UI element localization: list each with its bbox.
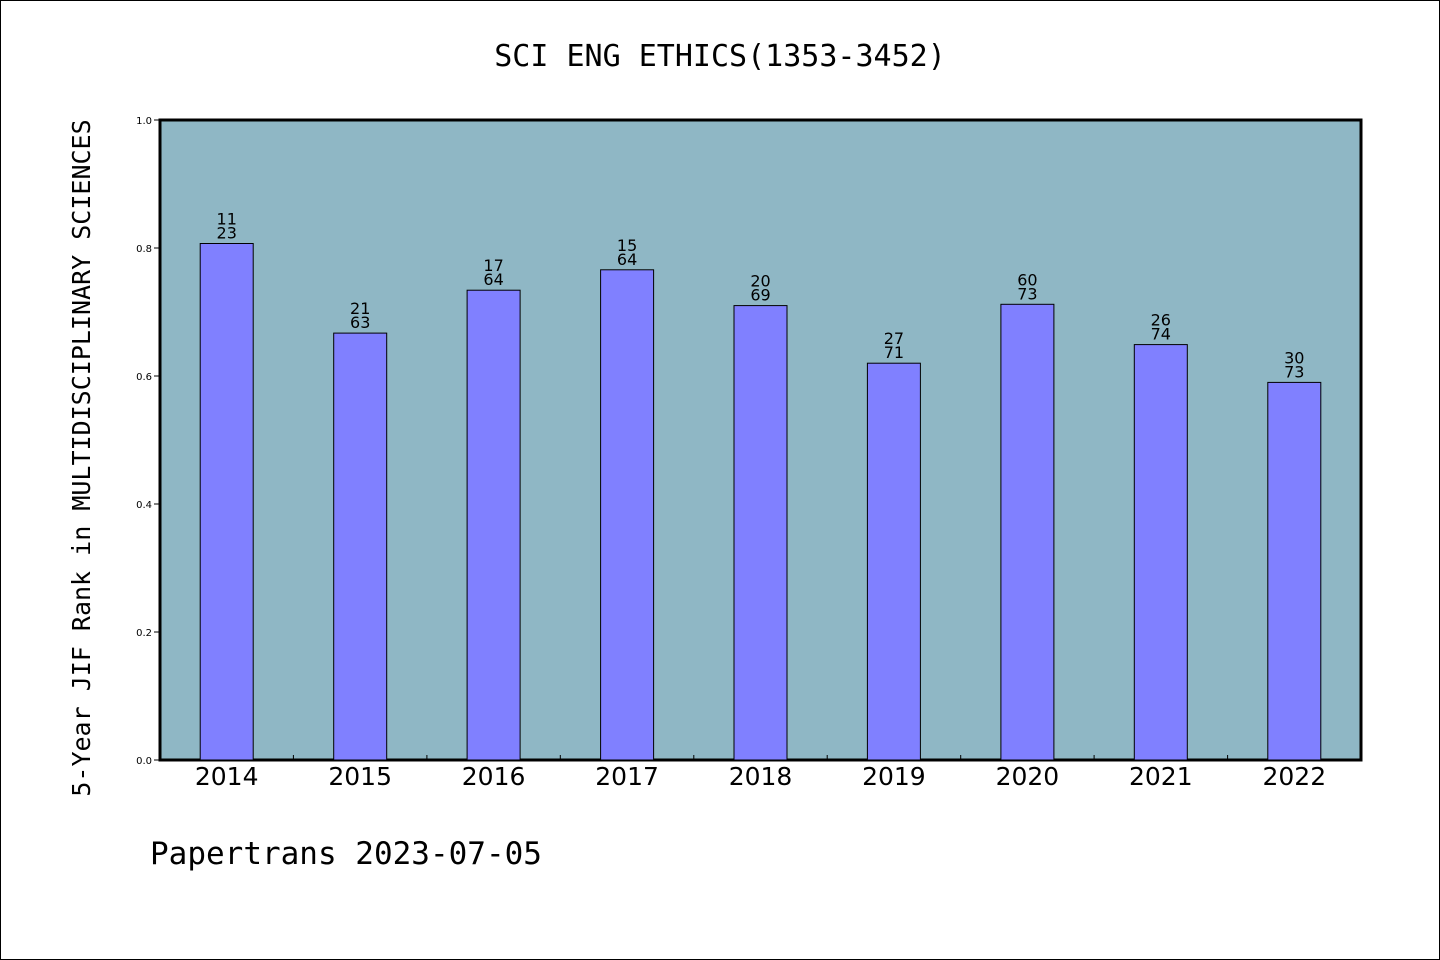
bar-label-total: 71 bbox=[884, 343, 904, 362]
x-tick-label: 2021 bbox=[1129, 762, 1193, 791]
bar-2021 bbox=[1133, 344, 1188, 761]
y-tick-label: 0.6 bbox=[136, 372, 152, 383]
bar-label-total: 63 bbox=[350, 313, 370, 332]
bar-2022 bbox=[1267, 381, 1322, 761]
x-tick-label: 2019 bbox=[862, 762, 926, 791]
bar-2018 bbox=[733, 305, 788, 761]
x-tick-label: 2015 bbox=[328, 762, 392, 791]
bar-2015 bbox=[333, 332, 388, 761]
x-tick-label: 2014 bbox=[195, 762, 259, 791]
bar-label-rank: 30 bbox=[1284, 348, 1304, 367]
y-tick-label: 0.2 bbox=[136, 628, 152, 639]
bar-label-total: 73 bbox=[1284, 362, 1304, 381]
bar-2014 bbox=[199, 243, 254, 761]
bar-label-total: 69 bbox=[750, 286, 770, 305]
bar-label-total: 73 bbox=[1017, 284, 1037, 303]
bar-label-total: 74 bbox=[1151, 325, 1171, 344]
bar-label-rank: 27 bbox=[884, 329, 904, 348]
bar-2016 bbox=[466, 289, 521, 761]
bar-2017 bbox=[600, 269, 655, 761]
x-tick-label: 2017 bbox=[595, 762, 659, 791]
y-tick-label: 0.8 bbox=[136, 244, 152, 255]
ticks-layer: 2014 2015 2016 2017 2018 2019 2020 2021 20220.00… bbox=[136, 116, 1326, 791]
footer-text: Papertrans 2023-07-05 bbox=[150, 836, 542, 872]
x-tick-label: 2016 bbox=[462, 762, 526, 791]
bar-2019 bbox=[866, 362, 921, 761]
bar-label-rank: 17 bbox=[483, 256, 503, 275]
bar-label-rank: 20 bbox=[750, 272, 770, 291]
bar-2020 bbox=[1000, 303, 1055, 761]
x-tick-label: 2018 bbox=[729, 762, 793, 791]
y-tick-label: 0.0 bbox=[136, 756, 152, 767]
y-axis-label: 5-Year JIF Rank in MULTIDISCIPLINARY SCI… bbox=[67, 119, 96, 796]
chart-title: SCI ENG ETHICS(1353-3452) bbox=[494, 39, 946, 74]
bar-label-rank: 15 bbox=[617, 236, 637, 255]
bar-label-total: 64 bbox=[617, 250, 637, 269]
bar-label-rank: 21 bbox=[350, 299, 370, 318]
x-tick-label: 2022 bbox=[1262, 762, 1326, 791]
y-tick-label: 1.0 bbox=[136, 116, 152, 127]
bar-label-total: 64 bbox=[483, 270, 503, 289]
x-tick-label: 2020 bbox=[996, 762, 1060, 791]
bar-label-rank: 26 bbox=[1151, 311, 1171, 330]
bar-label-rank: 60 bbox=[1017, 270, 1037, 289]
bar-label-rank: 11 bbox=[217, 210, 237, 229]
bar-label-total: 23 bbox=[217, 224, 237, 243]
y-tick-label: 0.4 bbox=[136, 500, 152, 511]
